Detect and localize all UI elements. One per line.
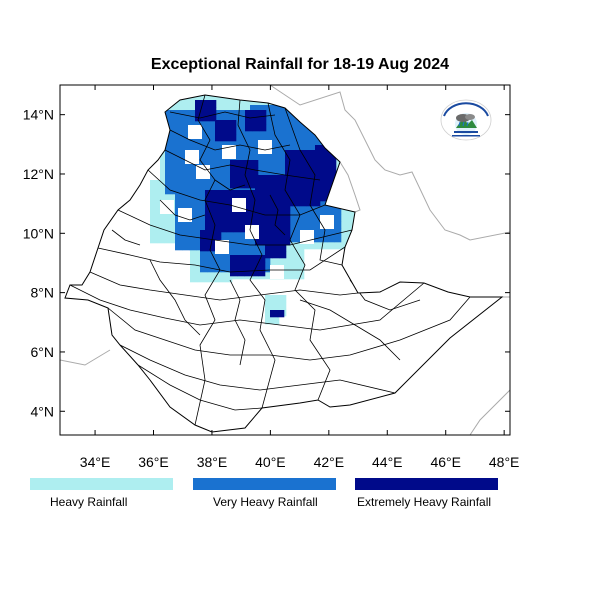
y-tick-label: 6°N xyxy=(31,344,55,360)
x-tick-label: 48°E xyxy=(489,454,520,470)
legend-label: Heavy Rainfall xyxy=(50,495,128,509)
legend-label: Extremely Heavy Rainfall xyxy=(357,495,492,509)
x-tick-label: 38°E xyxy=(197,454,228,470)
neighbor-country-borders xyxy=(60,85,510,435)
legend-swatch xyxy=(355,478,498,490)
district-boundaries xyxy=(69,95,471,426)
x-tick-label: 40°E xyxy=(255,454,286,470)
x-axis: 34°E 36°E 38°E 40°E 42°E 44°E 46°E 48°E xyxy=(80,85,520,470)
x-tick-label: 34°E xyxy=(80,454,111,470)
map-title: Exceptional Rainfall for 18-19 Aug 2024 xyxy=(150,56,450,73)
x-tick-label: 42°E xyxy=(314,454,345,470)
ethiopia-border xyxy=(64,94,504,433)
legend-label: Very Heavy Rainfall xyxy=(213,495,318,509)
y-axis: 4°N 6°N 8°N 10°N 12°N 14°N xyxy=(23,107,510,419)
rainfall-cells xyxy=(150,95,364,325)
x-tick-label: 46°E xyxy=(430,454,461,470)
y-tick-label: 14°N xyxy=(23,107,54,123)
y-tick-label: 4°N xyxy=(31,403,55,419)
map-frame xyxy=(59,84,511,436)
legend-swatch xyxy=(30,478,173,490)
y-tick-label: 10°N xyxy=(23,225,54,241)
legend-swatch xyxy=(193,478,336,490)
y-tick-label: 12°N xyxy=(23,166,54,182)
x-tick-label: 36°E xyxy=(138,454,169,470)
x-tick-label: 44°E xyxy=(372,454,403,470)
meteorology-agency-logo-icon xyxy=(440,99,492,141)
y-tick-label: 8°N xyxy=(31,285,55,301)
